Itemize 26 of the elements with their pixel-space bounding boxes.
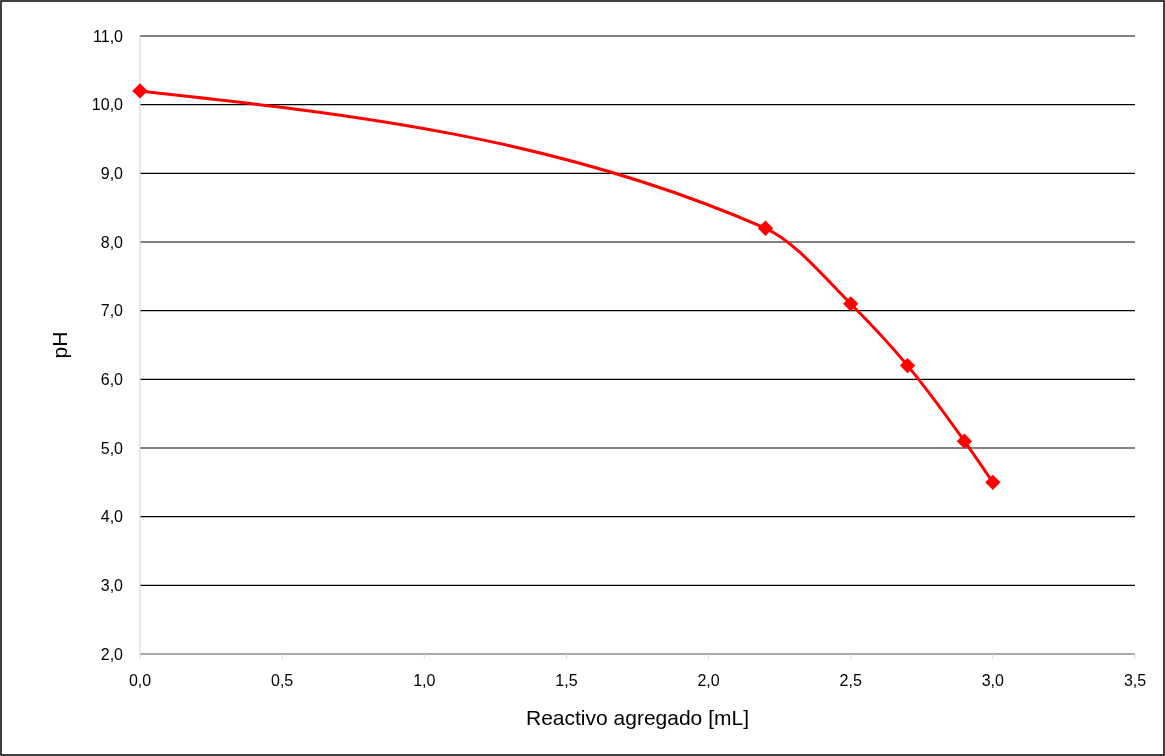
y-axis-title: pH xyxy=(48,331,71,359)
x-tick-label: 3,0 xyxy=(981,672,1005,689)
x-tick-label: 2,0 xyxy=(697,672,720,689)
point xyxy=(899,357,916,374)
point xyxy=(132,83,148,99)
point xyxy=(956,433,973,449)
x-tick-label: 0,0 xyxy=(128,672,152,689)
y-tick-label: 4,0 xyxy=(100,508,124,526)
y-tick-label: 2,0 xyxy=(100,645,124,663)
x-tick-label: 2,5 xyxy=(839,672,862,689)
x-tick-label: 1,5 xyxy=(555,672,578,689)
x-tick-label: 0,5 xyxy=(271,672,294,689)
y-tick-label: 9,0 xyxy=(100,164,124,182)
point xyxy=(843,296,859,312)
y-tick-label: 5,0 xyxy=(100,439,124,457)
point xyxy=(757,220,774,236)
x-tick-label: 3,5 xyxy=(1123,672,1147,689)
y-tick-label: 10,0 xyxy=(91,96,124,114)
y-tick-label: 11,0 xyxy=(93,27,124,45)
point xyxy=(985,474,1001,490)
x-axis-title: Reactivo agregado [mL] xyxy=(526,706,749,729)
y-tick-label: 3,0 xyxy=(100,576,124,594)
y-tick-label: 8,0 xyxy=(100,233,124,251)
x-tick-label: 1,0 xyxy=(413,672,436,689)
y-tick-label: 7,0 xyxy=(100,302,124,320)
y-tick-label: 6,0 xyxy=(100,370,124,388)
